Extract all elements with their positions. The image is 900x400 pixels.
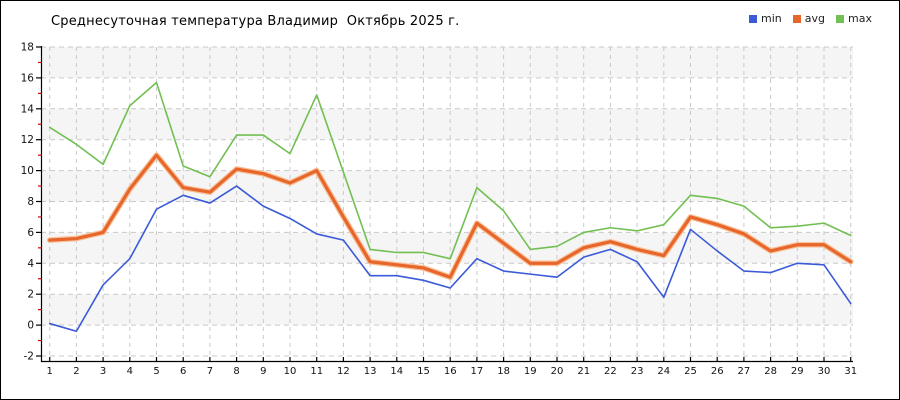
svg-text:3: 3 [100, 366, 106, 377]
svg-text:4: 4 [127, 366, 133, 377]
svg-text:21: 21 [577, 366, 590, 377]
svg-text:14: 14 [21, 103, 35, 115]
svg-text:20: 20 [551, 366, 564, 377]
svg-text:9: 9 [260, 366, 266, 377]
svg-text:16: 16 [444, 366, 457, 377]
svg-text:22: 22 [604, 366, 617, 377]
legend-label-avg: avg [804, 12, 825, 25]
svg-text:23: 23 [631, 366, 644, 377]
max-swatch-icon [835, 14, 844, 23]
legend-item-min: min [749, 13, 782, 24]
svg-text:31: 31 [844, 366, 857, 377]
svg-text:18: 18 [21, 42, 34, 54]
svg-text:12: 12 [21, 134, 34, 146]
svg-text:28: 28 [764, 366, 777, 377]
svg-text:13: 13 [364, 366, 377, 377]
svg-text:16: 16 [21, 72, 35, 84]
legend-item-avg: avg [792, 12, 825, 25]
svg-text:6: 6 [180, 366, 186, 377]
min-swatch-icon [749, 14, 757, 23]
svg-text:4: 4 [27, 258, 34, 270]
svg-text:11: 11 [310, 366, 323, 377]
svg-text:30: 30 [818, 366, 831, 377]
svg-text:24: 24 [657, 366, 670, 377]
legend-label-min: min [761, 12, 782, 25]
svg-text:18: 18 [497, 366, 510, 377]
svg-text:10: 10 [284, 366, 297, 377]
chart-title: Среднесуточная температура Владимир Октя… [51, 14, 460, 29]
svg-text:8: 8 [27, 196, 34, 208]
svg-text:25: 25 [684, 366, 697, 377]
svg-text:2: 2 [73, 366, 79, 377]
svg-text:2: 2 [27, 289, 34, 301]
svg-text:7: 7 [207, 366, 213, 377]
svg-text:17: 17 [471, 366, 484, 377]
avg-swatch-icon [792, 14, 801, 23]
svg-text:8: 8 [233, 366, 239, 377]
svg-text:14: 14 [390, 366, 403, 377]
svg-text:12: 12 [337, 366, 350, 377]
svg-text:0: 0 [27, 320, 34, 332]
svg-text:27: 27 [738, 366, 751, 377]
svg-text:6: 6 [27, 227, 34, 239]
legend-label-max: max [847, 12, 872, 25]
svg-text:15: 15 [417, 366, 430, 377]
svg-text:19: 19 [524, 366, 537, 377]
svg-text:26: 26 [711, 366, 724, 377]
svg-text:29: 29 [791, 366, 804, 377]
svg-text:-2: -2 [24, 351, 34, 363]
svg-text:10: 10 [21, 165, 34, 177]
legend: min avg max [749, 13, 872, 24]
legend-item-max: max [835, 12, 872, 25]
svg-text:1: 1 [47, 366, 53, 377]
svg-text:5: 5 [153, 366, 159, 377]
